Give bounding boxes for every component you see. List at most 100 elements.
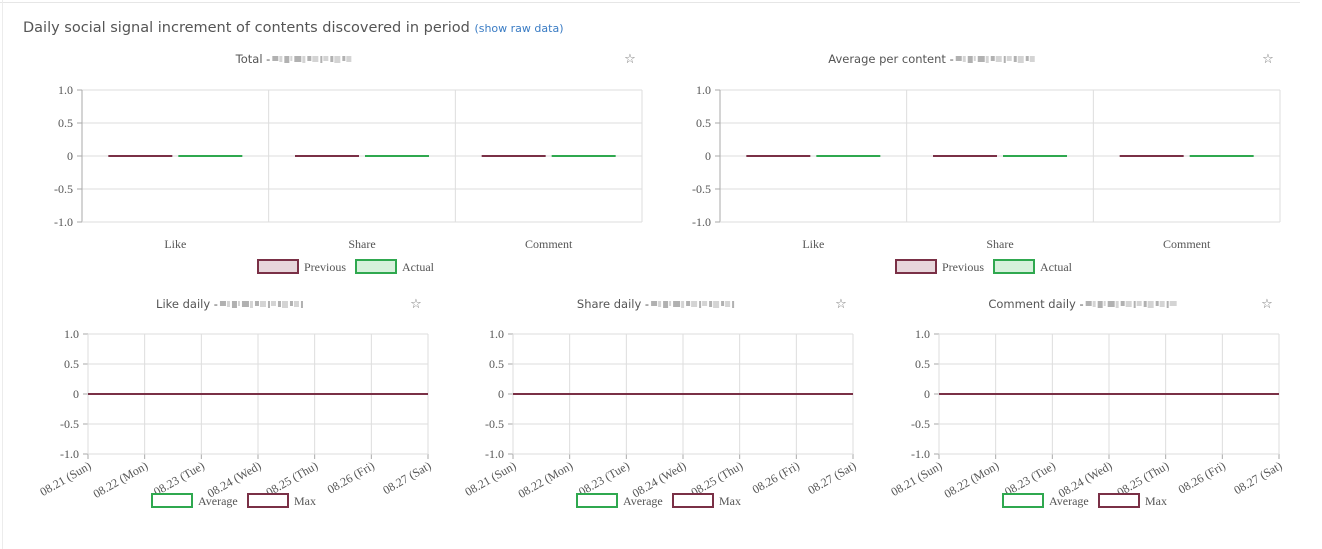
x-tick-label: 08.21 (Sun)	[37, 458, 93, 498]
y-tick-label: 1.0	[696, 83, 711, 97]
bar-actual	[1189, 155, 1254, 157]
blurred-text-block	[1115, 301, 1119, 308]
legend-swatch-average	[1002, 493, 1044, 508]
x-tick-label: 08.26 (Fri)	[325, 458, 377, 496]
blurred-text-block	[1169, 301, 1177, 306]
blurred-text-block	[669, 301, 672, 306]
x-tick-label: 08.22 (Mon)	[91, 458, 151, 500]
legend-swatch-max	[1098, 493, 1140, 508]
x-tick-label: Comment	[525, 237, 573, 251]
y-tick-label: -0.5	[54, 182, 73, 196]
x-tick-label: 08.27 (Sat)	[380, 458, 433, 497]
blurred-text-block	[725, 301, 731, 307]
y-tick-label: -1.0	[54, 215, 73, 229]
blurred-text-block	[279, 56, 283, 62]
legend-swatch-average	[151, 493, 193, 508]
legend-label[interactable]: Average	[198, 494, 238, 508]
blurred-text-block	[289, 301, 293, 306]
favorite-star-icon[interactable]: ☆	[1262, 52, 1274, 67]
chart-title-obscured	[219, 301, 303, 308]
blurred-text-block	[955, 56, 962, 61]
blurred-text-block	[231, 301, 237, 308]
blurred-text-block	[277, 301, 281, 307]
blurred-text-block	[293, 301, 299, 307]
average-svg: Average per content - ☆ 1.0 0.5 0 -0.5 -1.0 Li…	[692, 52, 1281, 274]
legend-label[interactable]: Average	[1049, 494, 1089, 508]
legend-label[interactable]: Actual	[402, 260, 435, 274]
show-raw-data-link[interactable]: (show raw data)	[474, 22, 564, 35]
favorite-star-icon[interactable]: ☆	[410, 297, 422, 312]
legend-label[interactable]: Max	[1145, 494, 1167, 508]
blurred-text-block	[1136, 301, 1142, 306]
x-tick-label: Comment	[1163, 237, 1211, 251]
x-tick-label: 08.21 (Sun)	[462, 458, 518, 498]
y-tick-label: 0	[67, 149, 73, 163]
legend-label[interactable]: Max	[294, 494, 316, 508]
comment-daily-line-chart: Comment daily - ☆ 1.0 0.5 0 -0.5 -1.0 08.21 (S…	[873, 290, 1293, 520]
blurred-text-block	[294, 56, 302, 62]
chart-title-obscured	[1085, 301, 1177, 308]
blurred-text-block	[1143, 301, 1147, 307]
blurred-text-block	[721, 301, 725, 306]
blurred-text-block	[732, 301, 735, 308]
chart-title-obscured	[272, 56, 352, 63]
y-tick-label: 0.5	[696, 116, 711, 130]
bar-actual	[178, 155, 243, 157]
chart-title: Like daily -	[156, 297, 218, 311]
share-daily-svg: Share daily - ☆ 1.0 0.5 0 -0.5 -1.008.21 (Sun…	[462, 297, 859, 508]
blurred-text-block	[281, 301, 288, 308]
legend-label[interactable]: Actual	[1040, 260, 1073, 274]
average-bar-chart: Average per content - ☆ 1.0 0.5 0 -0.5 -1.0 Li…	[660, 45, 1290, 280]
y-tick-label: 1.0	[489, 327, 504, 341]
legend-swatch-max	[247, 493, 289, 508]
y-tick-label: 1.0	[58, 83, 73, 97]
y-tick-label: 0	[705, 149, 711, 163]
left-border	[2, 0, 3, 549]
blurred-text-block	[270, 301, 276, 306]
x-tick-label: 08.23 (Tue)	[576, 458, 632, 498]
blurred-text-block	[302, 56, 306, 63]
x-tick-label: Like	[164, 237, 186, 251]
chart-title: Share daily -	[577, 297, 649, 311]
blurred-text-block	[1003, 56, 1006, 63]
x-tick-label: 08.22 (Mon)	[516, 458, 576, 500]
blurred-text-block	[1006, 56, 1012, 61]
y-tick-label: 1.0	[64, 327, 79, 341]
blurred-text-block	[330, 56, 334, 62]
legend-label[interactable]: Average	[623, 494, 663, 508]
blurred-text-block	[681, 301, 685, 308]
blurred-text-block	[249, 301, 253, 308]
bar-actual	[816, 155, 881, 157]
blurred-text-block	[1092, 301, 1096, 307]
blurred-text-block	[1107, 301, 1115, 307]
like-daily-line-chart: Like daily - ☆ 1.0 0.5 0 -0.5 -1.0 08.21 (Sun)…	[22, 290, 442, 520]
chart-title: Average per content -	[828, 52, 953, 66]
blurred-text-block	[1166, 301, 1169, 308]
legend-label[interactable]: Previous	[304, 260, 346, 274]
blurred-text-block	[686, 301, 691, 306]
chart-title: Comment daily -	[988, 297, 1083, 311]
y-tick-label: -0.5	[911, 417, 930, 431]
bar-actual	[551, 155, 616, 157]
legend-swatch-previous	[895, 259, 937, 274]
x-tick-label: 08.27 (Sat)	[805, 458, 858, 497]
legend-label[interactable]: Max	[719, 494, 741, 508]
blurred-text-block	[219, 301, 226, 306]
favorite-star-icon[interactable]: ☆	[835, 297, 847, 312]
favorite-star-icon[interactable]: ☆	[1261, 297, 1273, 312]
x-tick-label: 08.23 (Tue)	[151, 458, 207, 498]
y-tick-label: 0.5	[915, 357, 930, 371]
chart-title: Total -	[235, 52, 271, 66]
blurred-text-block	[995, 56, 1002, 62]
blurred-text-block	[334, 56, 341, 63]
legend-label[interactable]: Previous	[942, 260, 984, 274]
favorite-star-icon[interactable]: ☆	[624, 52, 636, 67]
blurred-text-block	[1147, 301, 1154, 308]
blurred-text-block	[962, 56, 966, 62]
bar-previous	[108, 155, 173, 157]
bar-previous	[933, 155, 997, 157]
y-tick-label: -0.5	[692, 182, 711, 196]
x-tick-label: 08.27 (Sat)	[1231, 458, 1284, 497]
blurred-text-block	[713, 301, 720, 308]
x-tick-label: 08.21 (Sun)	[888, 458, 944, 498]
